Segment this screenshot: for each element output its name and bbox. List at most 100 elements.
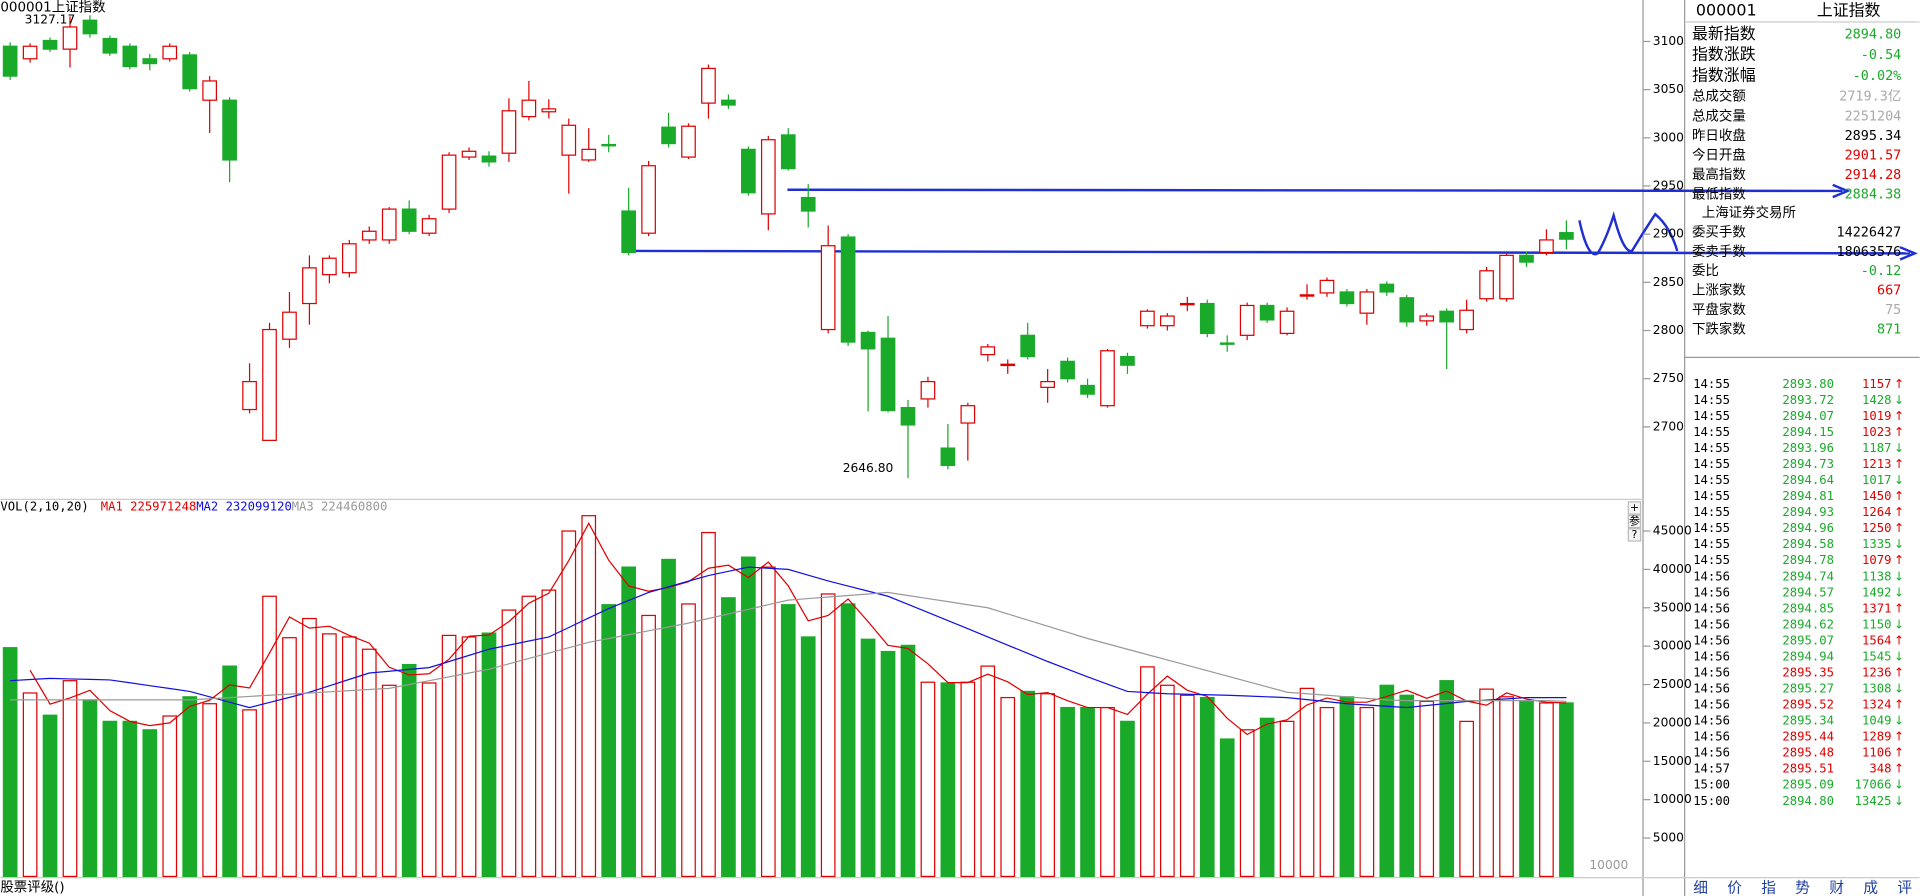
volume-bar — [122, 720, 138, 878]
candle-body — [1359, 291, 1375, 314]
tick-price: 2894.74 — [1782, 569, 1834, 583]
volume-bar — [42, 714, 58, 878]
candle-body — [1379, 283, 1395, 293]
candle-body — [860, 331, 876, 350]
volume-bar — [1000, 696, 1016, 878]
y-tick-label: 15000 — [1653, 754, 1692, 768]
tick-volume: 1187 — [1862, 441, 1891, 455]
volume-bar — [82, 699, 98, 878]
volume-bar — [501, 609, 517, 878]
tick-direction: ↑ — [1894, 601, 1904, 615]
volume-bar — [1299, 687, 1315, 878]
candle-body — [621, 210, 636, 254]
footer-text: 股票评级() — [0, 879, 64, 895]
panel-tab[interactable]: 评 — [1897, 880, 1912, 896]
candle-body — [1080, 384, 1095, 395]
tick-time: 14:56 — [1693, 633, 1730, 647]
panel-tab[interactable]: 价 — [1727, 880, 1742, 896]
candle-body — [1060, 360, 1075, 380]
tick-direction: ↑ — [1894, 377, 1904, 391]
volume-bar — [1379, 684, 1395, 878]
control-button[interactable] — [1627, 528, 1642, 542]
tick-price: 2894.94 — [1782, 649, 1834, 663]
tick-price: 2893.80 — [1782, 377, 1834, 391]
candle-body — [1299, 294, 1315, 297]
panel-tab[interactable]: 势 — [1795, 880, 1810, 896]
candle-body — [1399, 297, 1415, 323]
tick-time: 14:56 — [1693, 730, 1730, 744]
tick-price: 2895.09 — [1782, 778, 1834, 792]
tick-volume: 1150 — [1862, 617, 1891, 631]
legend-name: MA2 — [196, 499, 218, 513]
candle-body — [920, 380, 936, 400]
tick-direction: ↓ — [1894, 617, 1904, 631]
ma-line — [29, 522, 1567, 736]
tick-price: 2895.48 — [1782, 746, 1834, 760]
tick-price: 2895.27 — [1782, 682, 1834, 696]
quote-label: 总成交量 — [1692, 107, 1746, 124]
tick-direction: ↓ — [1894, 714, 1904, 728]
candle-body — [1259, 304, 1275, 321]
quote-value: 2901.57 — [1845, 148, 1902, 163]
tick-volume: 1289 — [1862, 730, 1891, 744]
tick-time: 14:56 — [1693, 569, 1730, 583]
panel-tab[interactable]: 细 — [1693, 880, 1708, 896]
tick-direction: ↓ — [1894, 569, 1904, 583]
tick-direction: ↓ — [1894, 473, 1904, 487]
tick-volume: 1545 — [1862, 649, 1891, 663]
candle-body — [1279, 310, 1295, 335]
tick-price: 2894.80 — [1782, 794, 1834, 808]
candle-body — [22, 45, 38, 60]
ma-line — [10, 566, 1567, 709]
tick-time: 14:55 — [1693, 409, 1730, 423]
volume-bar — [282, 637, 297, 878]
volume-bar — [1339, 696, 1355, 878]
candle-body — [1160, 315, 1175, 327]
tick-volume: 1017 — [1862, 473, 1891, 487]
volume-bar — [1259, 717, 1275, 878]
quote-value: 2884.38 — [1845, 188, 1902, 203]
quote-value: -0.54 — [1861, 48, 1902, 63]
y-tick-label: 2750 — [1653, 371, 1684, 385]
control-button[interactable] — [1627, 501, 1642, 515]
y-tick-label: 35000 — [1653, 600, 1692, 614]
volume-bar — [1120, 720, 1135, 878]
volume-bar — [561, 530, 577, 878]
panel-tab[interactable]: 财 — [1829, 880, 1844, 896]
tick-price: 2894.64 — [1782, 473, 1834, 487]
control-button[interactable] — [1627, 514, 1642, 529]
y-tick-label: 2950 — [1653, 178, 1684, 192]
panel-tab[interactable]: 指 — [1761, 880, 1776, 896]
tick-price: 2895.35 — [1782, 665, 1834, 679]
volume-bar — [601, 604, 617, 878]
tick-price: 2894.73 — [1782, 457, 1834, 471]
y-tick-label: 30000 — [1653, 639, 1692, 653]
candle-body — [661, 126, 676, 145]
quote-label: 最新指数 — [1692, 24, 1756, 43]
volume-bar — [102, 720, 118, 878]
candle-body — [1339, 291, 1355, 305]
volume-bar — [960, 681, 976, 878]
tick-direction: ↑ — [1894, 553, 1904, 567]
tick-volume: 1236 — [1862, 665, 1891, 679]
ma-line — [10, 591, 1567, 703]
tick-volume: 1023 — [1862, 425, 1891, 439]
quote-value: 2251204 — [1845, 109, 1902, 124]
tick-time: 14:55 — [1693, 553, 1730, 567]
y-tick-label: 40000 — [1653, 562, 1692, 576]
order-label: 下跌家数 — [1692, 320, 1746, 337]
tick-direction: ↓ — [1894, 682, 1904, 696]
volume-bar — [1100, 706, 1115, 878]
y-tick-label: 5000 — [1653, 831, 1684, 845]
tick-direction: ↑ — [1894, 746, 1904, 760]
legend-name: MA1 — [101, 499, 123, 513]
tick-volume: 1371 — [1862, 601, 1891, 615]
volume-bar — [421, 682, 437, 878]
panel-tab[interactable]: 成 — [1863, 880, 1878, 896]
y-tick-label: 3050 — [1653, 82, 1684, 96]
candle-body — [1499, 254, 1514, 300]
order-value: 14226427 — [1836, 226, 1901, 241]
candle-body — [940, 447, 956, 467]
volume-bar — [980, 665, 996, 878]
